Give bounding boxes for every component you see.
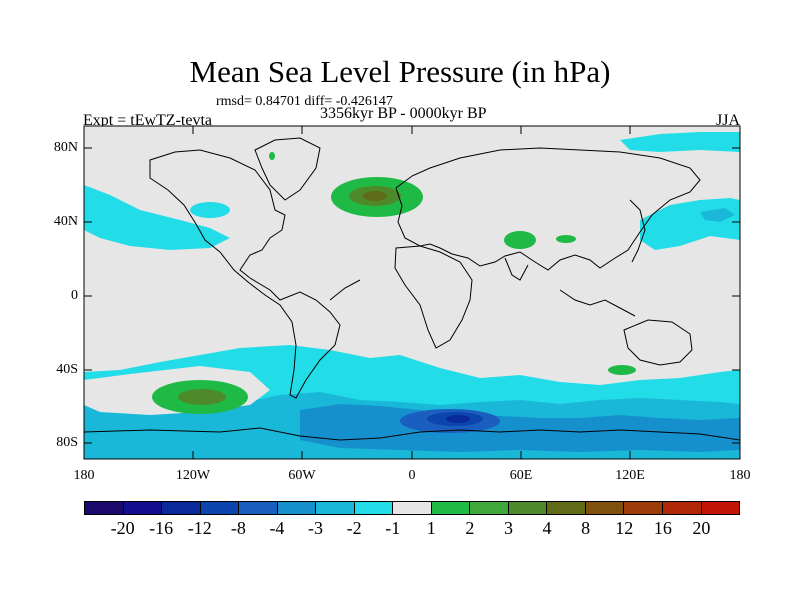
colorbar-label-0: -20 [110,518,135,538]
axis-ticks [84,126,740,459]
pacific-small-anomaly [190,202,230,218]
colorbar-box-2 [162,502,201,514]
colorbar-box-5 [277,502,317,514]
colorbar-box-1 [123,502,163,514]
colorbar-box-11 [508,502,548,514]
colorbar-box-10 [470,502,509,514]
lat-label-80n: 80N [53,140,78,155]
west-pacific-anomaly-strong [700,208,735,222]
colorbar-label-13: 12 [615,518,634,538]
north-pacific-anomaly [84,185,230,250]
coastlines [84,137,740,441]
colorbar-box-8 [393,502,432,514]
lon-label-0: 0 [408,468,416,483]
colorbar-box-7 [354,502,394,514]
indian-ocean-high [608,365,636,375]
colorbar-box-3 [200,502,240,514]
colorbar-label-9: 2 [465,518,475,538]
greenland-high [269,152,275,160]
colorbar-box-13 [585,502,625,514]
lon-label-60w: 60W [288,468,316,483]
colorbar-label-7: -1 [385,518,401,538]
colorbar-label-8: 1 [426,518,436,538]
colorbar-label-12: 8 [581,518,591,538]
colorbar-label-2: -12 [187,518,212,538]
colorbar-box-15 [662,502,702,514]
colorbar-label-10: 3 [503,518,513,538]
stats-label: rmsd= 0.84701 diff= -0.426147 [216,94,393,109]
season-label: JJA [716,112,741,129]
lon-label-60e: 60E [509,468,533,483]
colorbar-box-14 [624,502,663,514]
colorbar-box-9 [431,502,471,514]
map-frame [83,125,741,460]
lon-label-120w: 120W [175,468,211,483]
north-atlantic-high-core [363,191,387,201]
lat-label-80s: 80S [56,435,78,450]
lon-label-180e: 180 [729,468,751,483]
lon-label-180w: 180 [73,468,95,483]
colorbar-label-11: 4 [542,518,552,538]
colorbar-box-4 [239,502,278,514]
colorbar-box-6 [316,502,355,514]
tibet-high [556,235,576,243]
colorbar-label-4: -4 [269,518,285,538]
experiment-label: Expt = tEwTZ-tevta [83,112,212,129]
colorbar [84,501,740,515]
antarctic-low-center [446,415,470,423]
colorbar-box-16 [701,502,740,514]
lat-label-40n: 40N [53,214,78,229]
central-asia-high [504,231,536,249]
arctic-anomaly [620,132,740,152]
colorbar-label-3: -8 [230,518,246,538]
colorbar-box-0 [85,502,124,514]
colorbar-label-6: -2 [346,518,362,538]
colorbar-label-5: -3 [308,518,324,538]
period-label: 3356kyr BP - 0000kyr BP [320,105,487,122]
colorbar-label-15: 20 [692,518,711,538]
map-title: Mean Sea Level Pressure (in hPa) [189,54,611,89]
colorbar-label-14: 16 [653,518,672,538]
south-pacific-high-core [178,389,226,405]
lat-label-40s: 40S [56,362,78,377]
lon-label-120e: 120E [615,468,645,483]
colorbar-box-12 [547,502,586,514]
lat-label-0: 0 [71,288,78,303]
colorbar-label-1: -16 [149,518,174,538]
